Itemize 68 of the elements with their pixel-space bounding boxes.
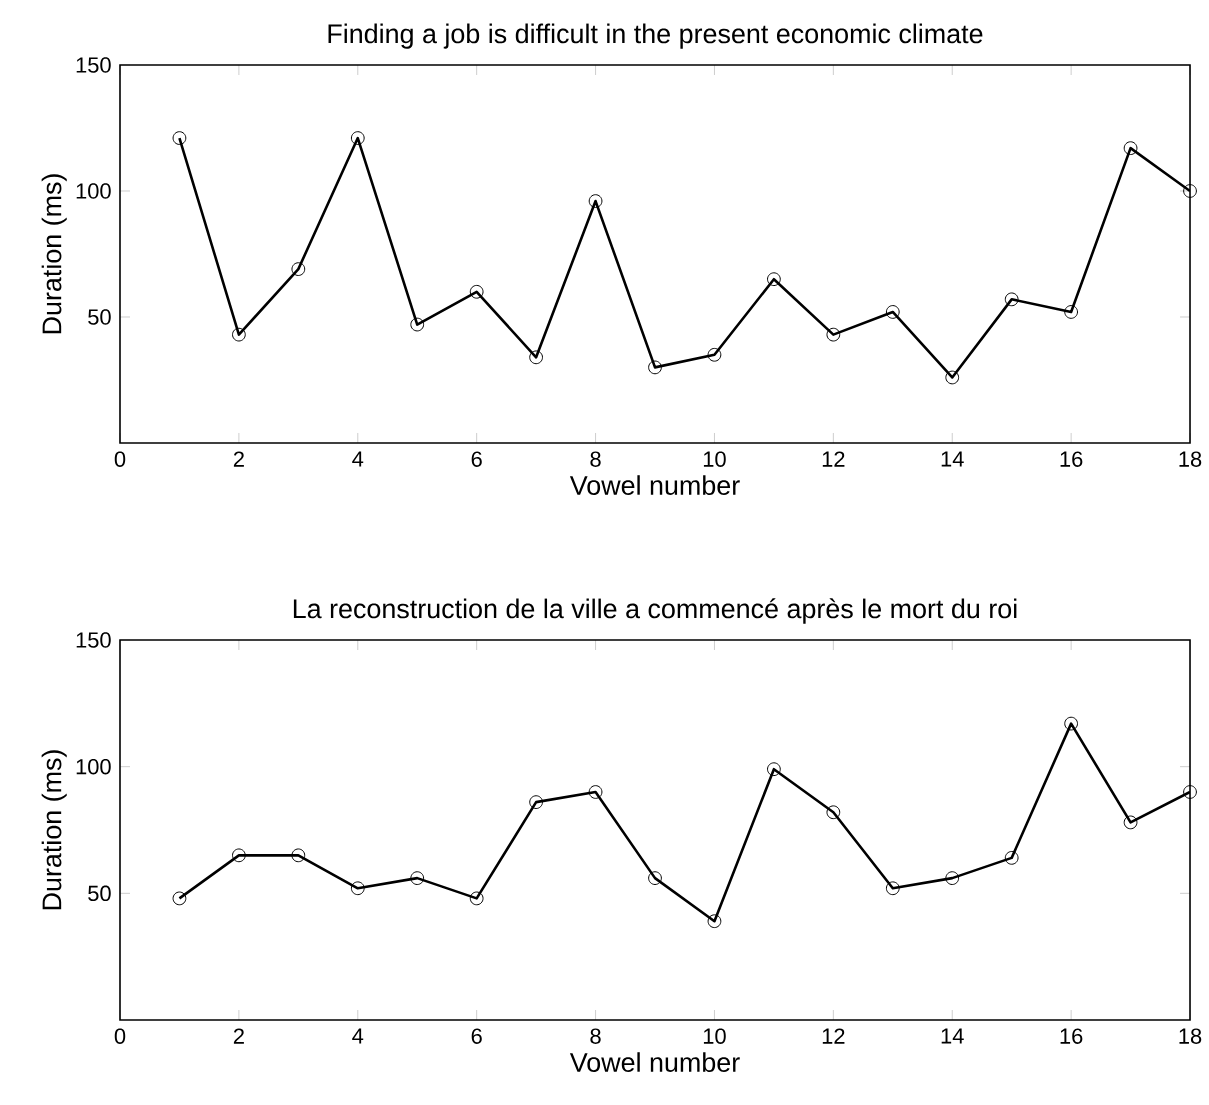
x-axis-title: Vowel number — [569, 475, 740, 495]
x-tick-label: 10 — [703, 451, 726, 467]
x-tick-label: 6 — [471, 451, 482, 467]
point — [232, 327, 246, 342]
y-axis-title: Duration (ms) — [41, 750, 67, 910]
point — [588, 785, 603, 799]
x-tick-label: 6 — [471, 1028, 482, 1044]
point — [469, 891, 484, 906]
x-tick-label: 8 — [590, 451, 601, 467]
point — [767, 762, 781, 777]
x-tick-label: 8 — [590, 1028, 601, 1044]
point — [826, 805, 841, 820]
x-tick-label: 4 — [352, 451, 364, 467]
y-axis-title: Duration (ms) — [41, 174, 67, 334]
point — [885, 305, 900, 319]
x-tick-label: 10 — [703, 1028, 726, 1044]
x-tick-label: 16 — [1060, 451, 1083, 467]
point — [350, 131, 365, 145]
x-tick-label: 18 — [1179, 1028, 1202, 1044]
point — [172, 131, 187, 145]
point — [1123, 141, 1138, 156]
point — [1064, 305, 1078, 319]
point — [350, 881, 365, 896]
x-tick-label: 12 — [822, 1028, 845, 1044]
y-tick-label: 100 — [76, 758, 111, 775]
point — [410, 317, 425, 332]
point — [172, 891, 187, 906]
point — [707, 347, 722, 362]
point — [529, 795, 543, 810]
x-tick-label: 2 — [233, 451, 244, 467]
point — [1064, 716, 1078, 731]
y-tick-label: 100 — [76, 183, 111, 199]
point — [648, 871, 662, 886]
point — [232, 848, 246, 863]
x-tick-label: 14 — [941, 451, 964, 467]
point — [1183, 785, 1197, 799]
y-tick-label: 150 — [76, 57, 111, 73]
x-tick-label: 2 — [233, 1028, 244, 1044]
point — [1183, 184, 1197, 198]
point — [588, 194, 603, 208]
point — [885, 881, 900, 896]
x-axis-title: Vowel number — [569, 1052, 740, 1072]
point — [707, 914, 722, 929]
point — [648, 360, 662, 375]
point — [469, 284, 484, 299]
y-tick-label: 50 — [88, 885, 111, 902]
x-tick-label: 0 — [114, 451, 126, 467]
x-tick-label: 16 — [1060, 1028, 1083, 1044]
y-tick-label: 50 — [88, 309, 111, 325]
x-tick-label: 12 — [822, 451, 845, 467]
point — [1004, 850, 1019, 865]
point — [826, 327, 841, 342]
x-tick-label: 14 — [941, 1028, 964, 1044]
chart-title: Finding a job is difficult in the present economic climate — [328, 23, 983, 49]
point — [767, 272, 781, 287]
point — [945, 370, 960, 385]
point — [291, 848, 306, 863]
point — [1123, 815, 1138, 830]
point — [1004, 292, 1019, 307]
point — [410, 871, 425, 886]
x-tick-label: 4 — [352, 1028, 364, 1044]
x-tick-label: 0 — [114, 1028, 126, 1044]
y-tick-label: 150 — [76, 632, 111, 648]
chart-title: La reconstruction de la ville a commencé après le mort du roi — [293, 598, 1017, 624]
x-tick-label: 18 — [1179, 451, 1202, 467]
point — [945, 871, 960, 886]
point — [529, 350, 543, 365]
point — [291, 262, 306, 276]
